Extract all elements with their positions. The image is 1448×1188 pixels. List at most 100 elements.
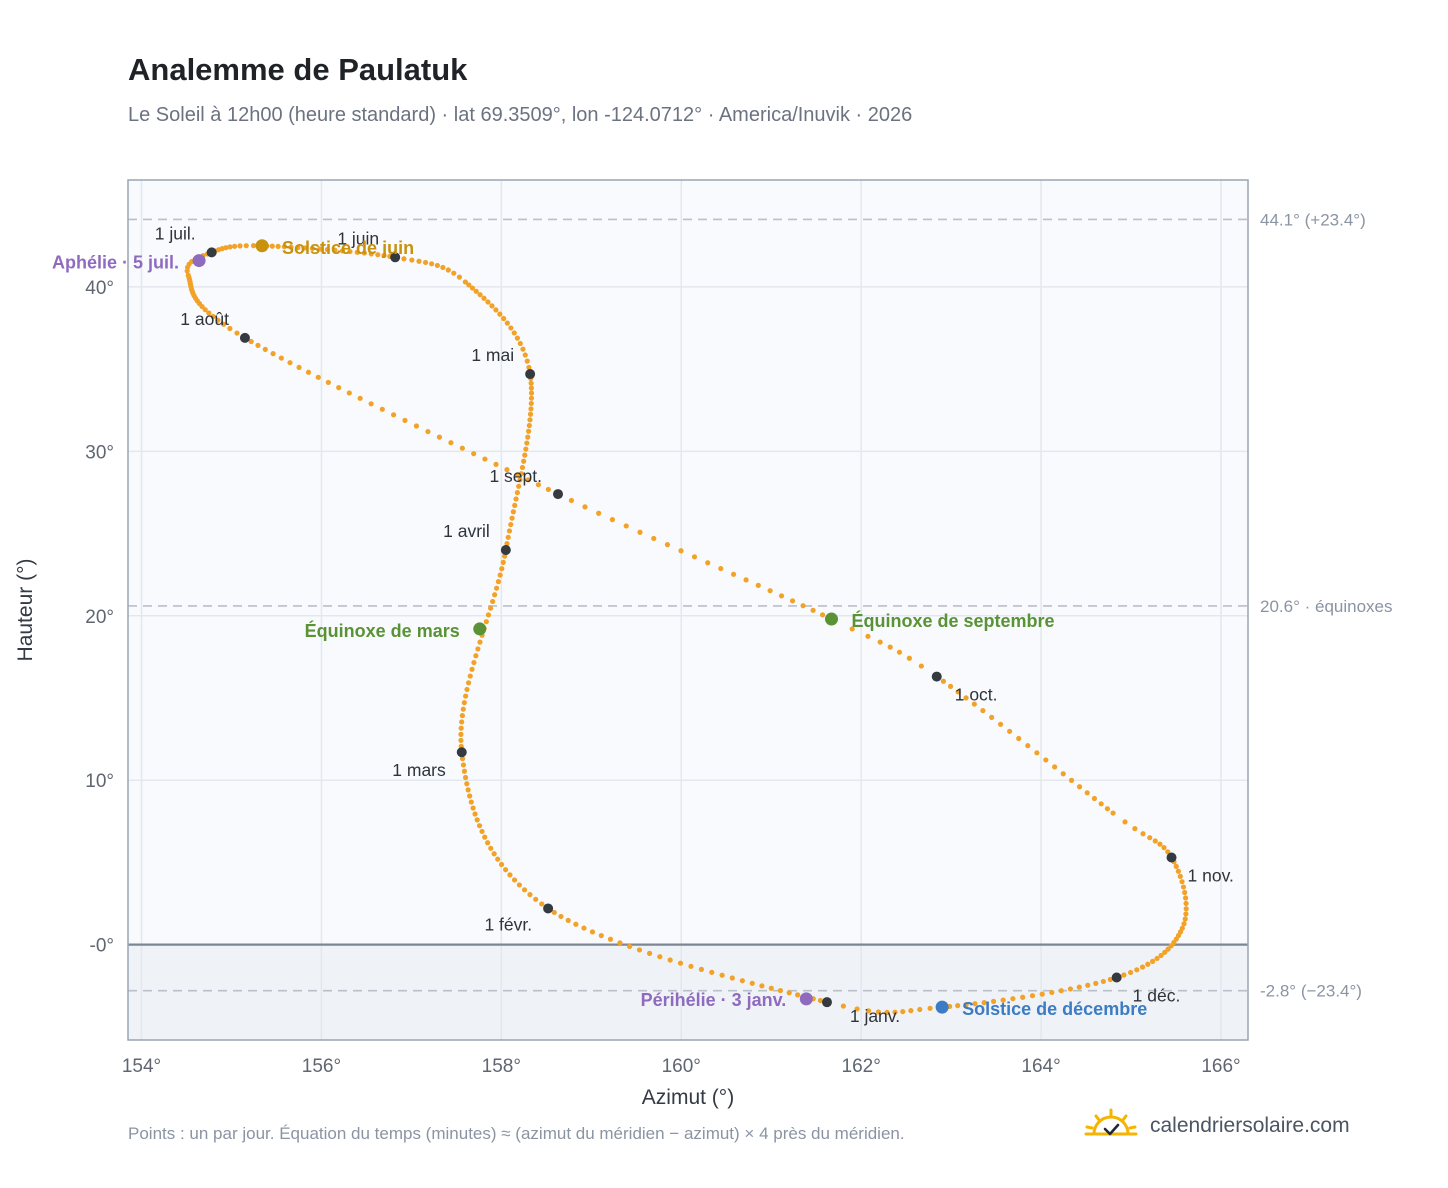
day-point [255, 342, 261, 348]
day-point [1121, 972, 1127, 978]
day-point [482, 456, 488, 462]
day-point [963, 695, 969, 701]
day-point [573, 921, 579, 927]
day-point [887, 644, 893, 650]
month-marker [525, 369, 536, 380]
day-point [324, 246, 330, 253]
day-point [465, 680, 472, 686]
day-point [1177, 873, 1183, 879]
day-point [729, 975, 735, 981]
day-point [1179, 879, 1185, 885]
month-label: 1 janv. [850, 1006, 900, 1026]
day-point [511, 330, 517, 336]
day-point [503, 867, 509, 873]
day-point [817, 997, 823, 1004]
event-label: Aphélie · 5 juil. [52, 253, 179, 273]
day-point [980, 708, 986, 714]
day-point [262, 346, 268, 353]
month-label: 1 mars [392, 760, 446, 780]
day-point [990, 998, 997, 1004]
day-point [491, 851, 497, 857]
month-marker [500, 544, 511, 555]
day-point [1134, 967, 1140, 973]
day-point [1020, 994, 1026, 1000]
day-point [458, 731, 464, 737]
day-point [357, 395, 363, 401]
day-point [1183, 900, 1189, 907]
day-point [459, 719, 465, 725]
day-point [508, 325, 514, 331]
day-point [819, 612, 826, 618]
event-marker [473, 622, 487, 636]
day-point [1029, 993, 1036, 999]
day-point [461, 768, 468, 774]
day-point [524, 440, 530, 446]
month-label: 1 sept. [489, 466, 542, 486]
day-point [526, 364, 532, 371]
day-point [527, 417, 533, 423]
day-point [429, 261, 435, 267]
day-point [528, 380, 534, 386]
day-point [422, 259, 429, 266]
brand[interactable]: calendriersolaire.com [1084, 1108, 1350, 1144]
day-point [1000, 997, 1006, 1003]
day-point [466, 282, 472, 288]
day-point [596, 510, 602, 516]
day-point [461, 700, 467, 706]
day-point [718, 565, 724, 572]
day-point [1183, 911, 1189, 917]
day-point [493, 585, 500, 591]
day-point [485, 299, 491, 305]
day-point [865, 633, 871, 639]
month-marker [456, 747, 467, 758]
day-point [636, 947, 643, 953]
day-point [743, 577, 749, 583]
x-tick-label: 162° [842, 1056, 881, 1077]
day-point [1058, 988, 1064, 994]
day-point [896, 649, 903, 655]
day-point [865, 1008, 872, 1014]
day-point [425, 428, 431, 435]
day-point [1145, 961, 1151, 967]
day-point [589, 929, 596, 935]
day-point [516, 483, 522, 489]
day-point [906, 655, 912, 661]
day-point [565, 917, 571, 923]
day-point [390, 412, 397, 418]
day-point [1175, 868, 1181, 874]
day-point [471, 659, 477, 666]
day-point [270, 351, 276, 357]
x-tick-label: 166° [1201, 1056, 1240, 1077]
reference-label: 44.1° (+23.4°) [1260, 210, 1366, 229]
day-point [535, 482, 542, 488]
day-point [795, 992, 801, 998]
chart-title: Analemme de Paulatuk [128, 52, 468, 87]
day-point [493, 461, 499, 467]
day-point [989, 714, 995, 720]
day-point [1122, 819, 1128, 825]
day-point [1147, 835, 1153, 841]
day-point [325, 379, 331, 386]
day-point [527, 411, 534, 417]
day-point [476, 823, 483, 829]
day-point [489, 303, 495, 309]
day-point [1173, 863, 1179, 869]
day-point [234, 330, 240, 336]
day-point [1085, 982, 1091, 988]
x-tick-label: 154° [122, 1056, 161, 1077]
day-point [1016, 735, 1022, 742]
day-point [215, 317, 221, 323]
day-point [719, 972, 725, 978]
day-point [278, 355, 284, 361]
reference-label: -2.8° (−23.4°) [1260, 982, 1362, 1001]
day-point [1181, 921, 1187, 927]
day-point [413, 423, 420, 429]
day-point [955, 1003, 961, 1009]
day-point [436, 434, 443, 440]
day-point [521, 458, 527, 464]
day-point [739, 978, 745, 984]
day-point [840, 1003, 846, 1009]
day-point [275, 243, 281, 249]
day-point [1182, 916, 1188, 922]
day-point [295, 244, 301, 251]
